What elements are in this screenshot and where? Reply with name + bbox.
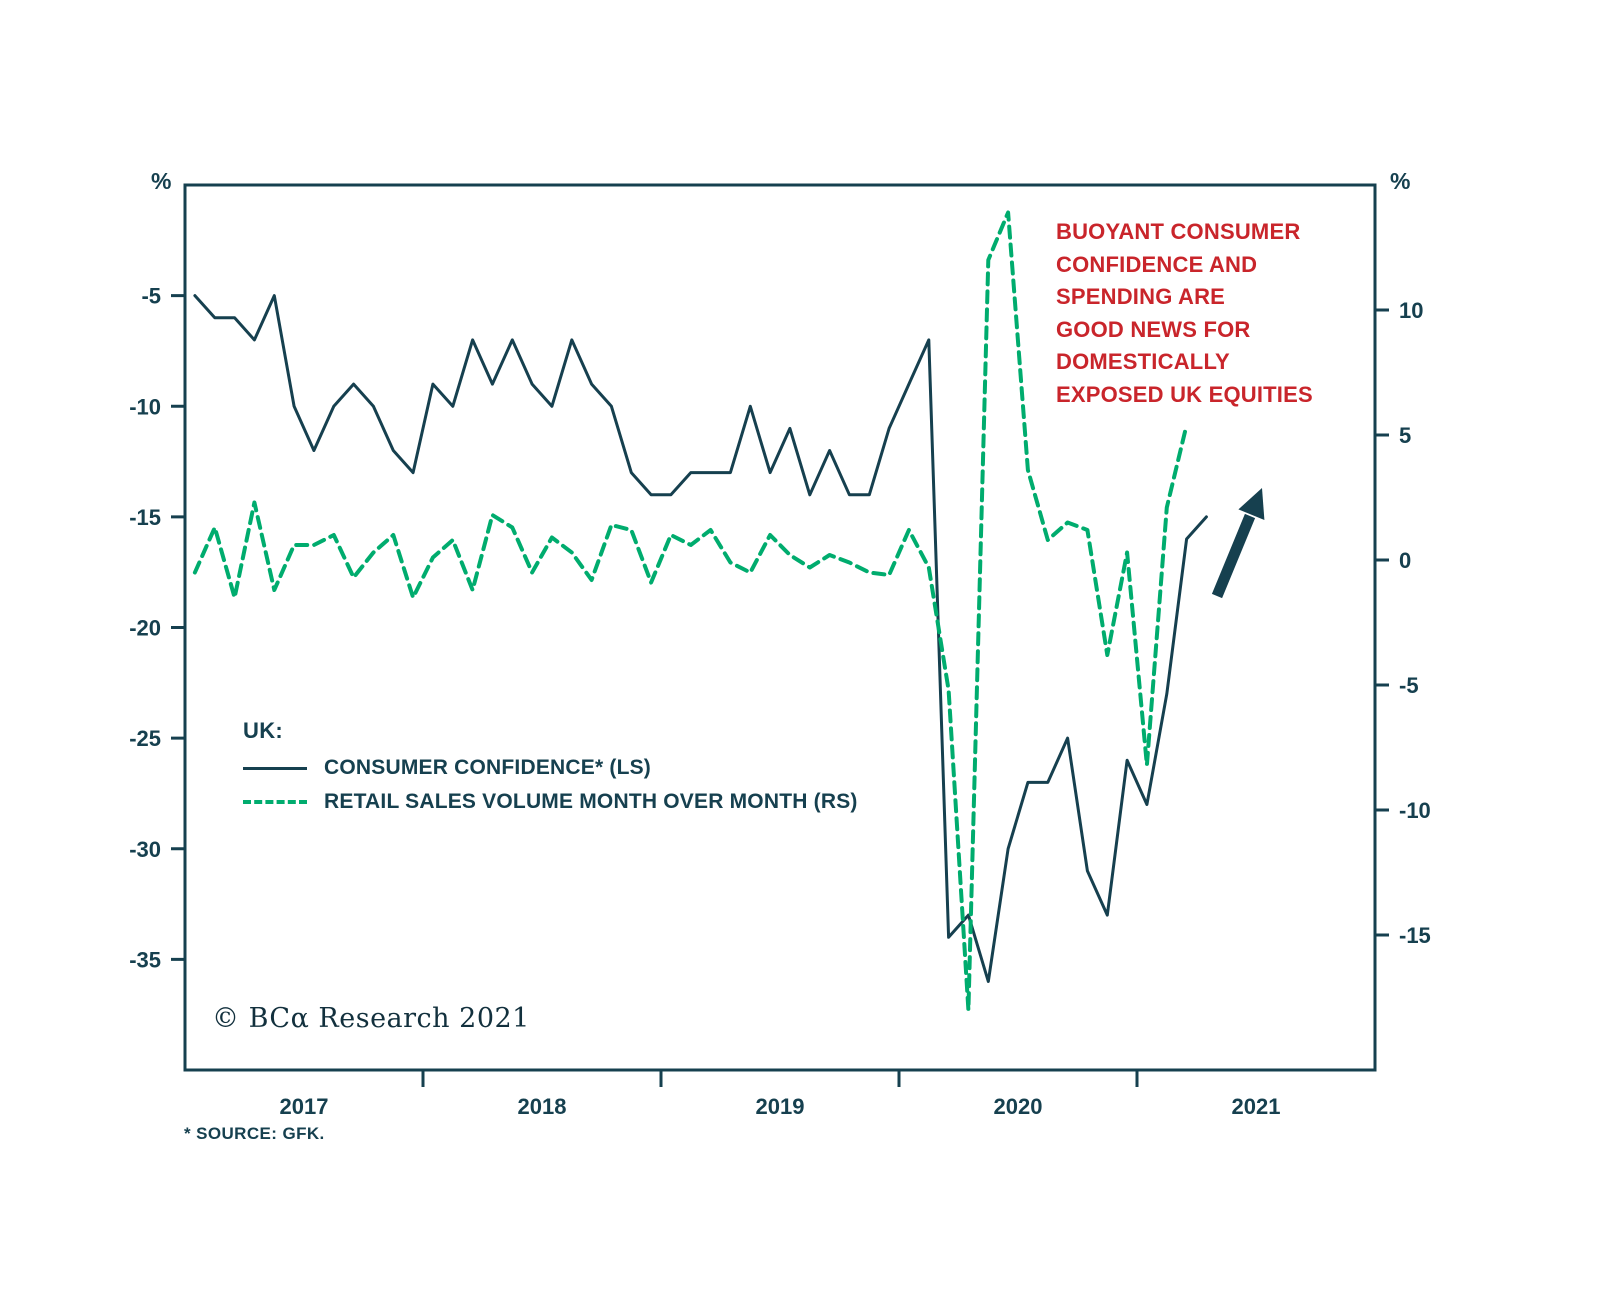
legend: UK: CONSUMER CONFIDENCE* (LS) RETAIL SAL… bbox=[243, 718, 858, 814]
left-axis-tick-label: -20 bbox=[129, 616, 161, 641]
x-axis-year-label: 2020 bbox=[994, 1094, 1043, 1119]
right-axis-tick-label: 0 bbox=[1399, 548, 1411, 573]
solid-line-swatch bbox=[243, 766, 307, 770]
right-axis-tick-label: -15 bbox=[1399, 923, 1431, 948]
x-axis-year-label: 2018 bbox=[518, 1094, 567, 1119]
left-axis-tick-label: -15 bbox=[129, 505, 161, 530]
left-axis-tick-label: -10 bbox=[129, 394, 161, 419]
dashed-line-swatch bbox=[243, 800, 307, 804]
trend-arrow-head bbox=[1238, 488, 1265, 520]
x-axis-year-label: 2019 bbox=[756, 1094, 805, 1119]
left-axis-unit-label: % bbox=[151, 168, 172, 194]
right-axis-tick-label: 10 bbox=[1399, 298, 1423, 323]
right-axis-tick-label: -10 bbox=[1399, 798, 1431, 823]
left-axis-tick-label: -5 bbox=[141, 284, 161, 309]
right-axis-tick-label: -5 bbox=[1399, 673, 1419, 698]
legend-title: UK: bbox=[243, 718, 284, 743]
trend-arrow bbox=[1211, 513, 1256, 599]
copyright-text: © BCα Research 2021 bbox=[212, 1003, 530, 1034]
legend-label-consumer-confidence: CONSUMER CONFIDENCE* (LS) bbox=[324, 756, 652, 779]
series-line-left bbox=[193, 294, 1208, 983]
legend-item-retail-sales: RETAIL SALES VOLUME MONTH OVER MONTH (RS… bbox=[243, 790, 858, 814]
x-axis-year-label: 2017 bbox=[280, 1094, 329, 1119]
source-footnote: * SOURCE: GFK. bbox=[184, 1124, 325, 1143]
left-axis-tick-label: -35 bbox=[129, 947, 161, 972]
annotation-callout: BUOYANT CONSUMER CONFIDENCE AND SPENDING… bbox=[1056, 219, 1313, 407]
x-axis-year-label: 2021 bbox=[1232, 1094, 1281, 1119]
series-line-right bbox=[192, 210, 1189, 1012]
left-axis-tick-label: -30 bbox=[129, 837, 161, 862]
right-axis-tick-label: 5 bbox=[1399, 423, 1411, 448]
right-axis-unit-label: % bbox=[1390, 168, 1411, 194]
legend-label-retail-sales: RETAIL SALES VOLUME MONTH OVER MONTH (RS… bbox=[324, 790, 858, 813]
left-axis-tick-label: -25 bbox=[129, 726, 161, 751]
legend-item-consumer-confidence: CONSUMER CONFIDENCE* (LS) bbox=[243, 756, 858, 780]
